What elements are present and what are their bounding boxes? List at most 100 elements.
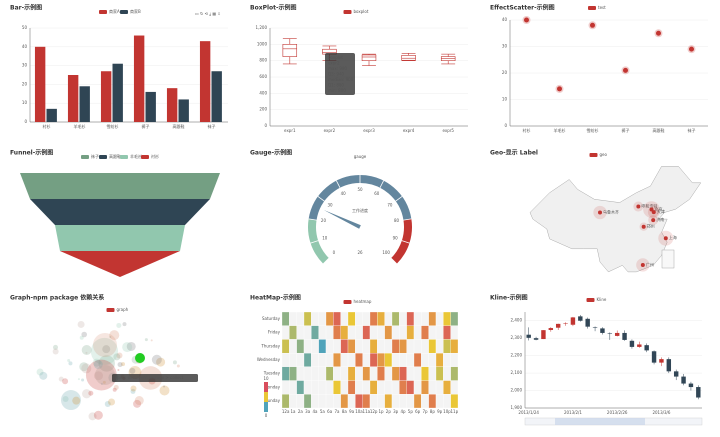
legend-swatch [343,300,352,304]
heat-cell [340,380,349,395]
scatter-point [524,17,529,23]
heat-cell [443,366,451,381]
heat-cell [355,311,363,326]
x-tick-label: 2013/3/6 [652,410,670,415]
graph-node [122,322,127,327]
graph-node [77,320,85,328]
graph-node [90,337,119,366]
heat-cell [303,339,312,354]
candle-body [644,345,649,351]
legend-swatch [120,155,128,159]
heat-cell [421,325,429,340]
heat-cell [355,352,363,368]
heat-cell [318,394,327,409]
graph-node [113,384,119,390]
graph-node [113,353,121,361]
gauge-tick-label: 90 [393,235,399,240]
heat-cell [377,352,385,368]
gauge-tick [308,218,317,221]
candle-body [600,328,605,333]
y-tick-label: 0 [24,119,27,124]
heat-cell [369,352,378,368]
tooltip-line: Q1: 880 [328,83,344,88]
x-tick-label: 2013/1/24 [518,410,539,415]
heat-cell [377,325,385,340]
scatter-point [689,46,694,52]
gauge-tick-label: 40 [341,191,347,196]
heat-cell [435,366,444,381]
heat-cell [362,325,371,340]
heat-cell [450,325,459,340]
candle-body [681,376,686,384]
x-tick-label: 2013/2/26 [607,410,628,415]
y-tick-label: 800 [259,58,267,63]
heat-cell [443,339,451,354]
legend-swatch [99,155,107,159]
geo-point [663,236,668,241]
graph-node [134,396,144,406]
legend-label: 商家A [109,8,120,14]
visualmap-bar [264,392,268,402]
heat-cell [450,339,459,354]
gauge-tick [390,257,398,265]
legend-label: 衬衫 [151,153,159,159]
heat-cell [303,366,312,381]
heat-cell [296,339,305,354]
chart-title: Bar-示例图 [10,4,42,12]
tooltip-line: expr2 [328,61,340,66]
graph-node [108,398,116,406]
gauge-tick-label: 80 [394,218,400,223]
heat-cell [428,311,437,326]
legend-label: graph [117,307,129,312]
heat-cell [369,394,378,409]
heat-cell [281,325,290,340]
y-tick-label: 2,000 [511,388,523,393]
heat-cell [333,380,341,395]
y-tick-label: 0 [264,123,267,128]
gauge-tick-label: 70 [387,202,393,207]
graph-node [94,371,104,381]
x-tick-label: 袜子 [688,127,696,133]
legend-swatch [588,6,596,10]
heat-cell [406,380,415,395]
heat-cell [369,366,378,381]
legend-label: geo [600,152,608,157]
legend-label: 商家B [130,8,141,14]
graph-node [120,362,125,367]
graph-node [77,378,80,381]
bar [100,71,112,122]
y-tick-label: 10 [502,97,508,102]
heat-cell [391,380,400,395]
heat-cell [289,339,297,354]
heat-cell [340,352,349,368]
heat-cell [347,325,356,340]
x-tick-label: 11p [451,409,459,414]
graph-node [102,380,106,384]
heat-cell [450,311,459,326]
legend-label: 高跟鞋 [109,153,121,159]
tooltip-line: boxplot [328,55,343,60]
heat-cell [369,311,378,326]
geo-label: 天津 [657,208,665,214]
y-tick-label: 50 [22,25,28,30]
graph-node [60,390,81,411]
heat-cell [413,325,422,340]
heat-cell [296,352,305,368]
graph-node [117,369,120,371]
geo-point [641,224,646,229]
heat-cell [347,339,356,354]
graph-node [88,412,97,421]
legend-swatch [586,298,595,302]
chart-title: BoxPlot-示例图 [250,4,297,12]
chart-title: Gauge-示例图 [250,149,292,157]
chart-title: EffectScatter-示例图 [490,4,555,12]
heat-cell [391,311,400,326]
x-tick-label: 12a [282,409,290,414]
heat-cell [406,325,415,340]
candle-body [526,334,531,338]
gauge-tick [322,257,330,265]
candle-body [666,359,672,372]
heat-cell [435,352,444,368]
heat-cell [340,311,349,326]
chart-panel: Graph-npm package 依赖关系 graph node: documen… [10,294,198,421]
